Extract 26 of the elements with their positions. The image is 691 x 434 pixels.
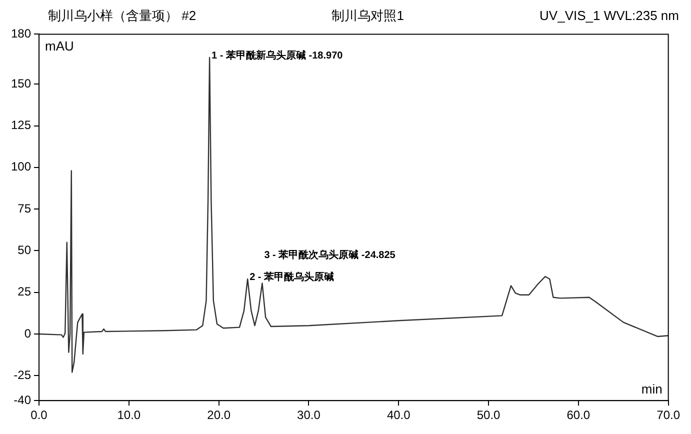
x-tick-label: 0.0 [30,408,48,422]
y-tick-label: 0 [24,326,32,340]
x-tick-label: 40.0 [386,408,411,422]
x-axis-title: min [641,382,662,397]
y-tick-label: 125 [10,118,32,132]
x-tick-label: 30.0 [297,408,321,422]
y-tick-label: 180 [10,26,32,41]
y-tick-label: 150 [10,76,32,90]
y-tick-label: -25 [14,368,32,382]
y-axis-title: mAU [45,38,74,54]
x-tick-label: 70.0 [656,408,680,422]
y-tick-label: 75 [18,201,32,216]
x-tick-label: 20.0 [207,408,231,422]
y-tick-label: 25 [18,284,32,299]
text: UV_VIS_1 WVL:235 nm [540,8,679,23]
annotation: 3 - 苯甲酰次乌头原碱 -24.825 [264,248,396,261]
chart-subtitle: 制川乌对照1 [332,8,404,24]
y-tick-label: 100 [10,160,32,174]
y-tick-label: 50 [18,243,32,258]
annotation: 2 - 苯甲酰乌头原碱 [250,270,334,283]
x-tick-label: 10.0 [117,408,141,422]
x-tick-label: 50.0 [476,408,501,422]
chart-title: 制川乌小样（含量项） #2 [48,8,196,24]
x-tick-label: 60.0 [566,408,590,422]
y-tick-label: -40 [14,392,32,407]
annotation: 1 - 苯甲酰新乌头原碱 -18.970 [212,49,344,62]
